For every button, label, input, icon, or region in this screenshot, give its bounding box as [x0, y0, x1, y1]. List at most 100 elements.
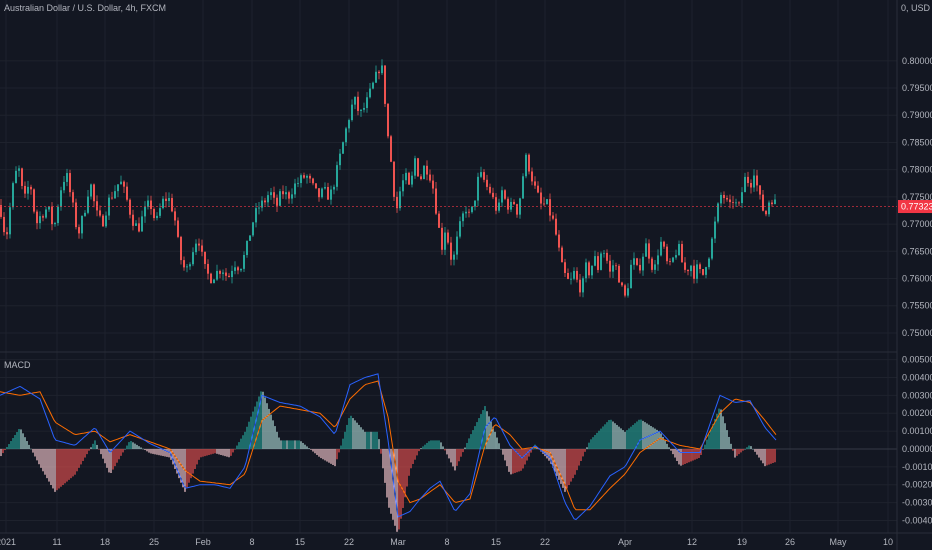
candle-body	[495, 197, 497, 211]
candle-body	[87, 196, 89, 213]
candle-body	[450, 242, 452, 260]
price-tick-label: 0.80000	[902, 56, 932, 66]
histogram-bar	[64, 448, 66, 484]
histogram-bar	[110, 448, 112, 473]
candle-body	[510, 201, 512, 210]
price-tick-label: 0.78500	[902, 137, 932, 147]
candle-body	[498, 202, 500, 211]
histogram-bar	[514, 448, 516, 473]
histogram-bar	[312, 448, 314, 452]
candle-body	[18, 168, 20, 171]
histogram-bar	[18, 429, 20, 449]
histogram-bar	[326, 448, 328, 462]
histogram-bar	[588, 442, 590, 449]
histogram-bar	[348, 418, 350, 449]
price-tag	[898, 200, 932, 214]
time-axis[interactable]: 2021 11 18 25 Feb 8 15 22 Mar 8 15 22 Apr 12 19 26 May 10	[0, 537, 893, 547]
histogram-bar	[12, 438, 14, 449]
histogram-bar	[496, 437, 498, 449]
histogram-bar	[680, 448, 682, 466]
candle-body	[648, 243, 650, 259]
histogram-bar	[188, 448, 190, 483]
histogram-bar	[732, 448, 734, 451]
histogram-bar	[204, 448, 206, 457]
histogram-bar	[162, 448, 164, 457]
histogram-bar	[390, 448, 392, 514]
candle-body	[576, 270, 578, 280]
histogram-bar	[712, 424, 714, 449]
histogram-bar	[118, 448, 120, 460]
histogram-bar	[606, 422, 608, 449]
candle-body	[138, 223, 140, 232]
histogram-bar	[482, 410, 484, 449]
candle-body	[369, 88, 371, 98]
histogram-bar	[44, 448, 46, 475]
candle-body	[729, 199, 731, 203]
histogram-bar	[86, 448, 88, 455]
histogram-bar	[620, 428, 622, 449]
candle-body	[0, 205, 2, 217]
histogram-bar	[2, 448, 4, 454]
histogram-bar	[548, 448, 550, 461]
candle-body	[678, 244, 680, 256]
macd-tick-label: 0.00400	[902, 372, 932, 382]
histogram-bar	[152, 448, 154, 454]
histogram-bar	[386, 448, 388, 498]
histogram-bar	[438, 440, 440, 449]
histogram-bar	[374, 431, 376, 449]
histogram-bar	[174, 448, 176, 469]
histogram-bar	[130, 441, 132, 449]
candle-body	[69, 173, 71, 193]
histogram-bar	[350, 415, 352, 449]
macd-axis[interactable]: -0.00400 -0.00300 -0.00200 -0.00100 0.00000 0…	[902, 355, 932, 526]
histogram-bar	[264, 397, 266, 449]
histogram-bar	[54, 448, 56, 492]
histogram-bar	[66, 448, 68, 482]
time-tick-label: Feb	[195, 537, 211, 547]
candle-body	[633, 258, 635, 265]
candle-body	[708, 258, 710, 268]
histogram-bar	[636, 421, 638, 449]
histogram-bar	[178, 448, 180, 479]
histogram-bar	[628, 428, 630, 449]
histogram-bar	[486, 411, 488, 449]
histogram-bar	[688, 448, 690, 463]
histogram-bar	[382, 448, 384, 469]
candle-body	[273, 192, 275, 198]
histogram-bar	[698, 448, 700, 458]
candle-body	[432, 180, 434, 189]
histogram-bar	[560, 448, 562, 484]
histogram-bar	[742, 448, 744, 451]
histogram-bar	[328, 448, 330, 463]
candle-body	[741, 192, 743, 204]
histogram-bar	[186, 448, 188, 488]
histogram-bar	[450, 448, 452, 463]
histogram-bar	[396, 448, 398, 532]
histogram-bar	[156, 448, 158, 455]
histogram-bar	[330, 448, 332, 464]
candle-body	[228, 275, 230, 278]
histogram-bar	[24, 437, 26, 449]
candle-body	[321, 188, 323, 198]
histogram-bar	[76, 448, 78, 472]
candle-body	[24, 185, 26, 194]
time-tick-label: 22	[344, 537, 354, 547]
histogram-bar	[610, 419, 612, 449]
candle-body	[258, 207, 260, 209]
candle-body	[624, 285, 626, 296]
candle-body	[264, 200, 266, 203]
candle-body	[627, 288, 629, 296]
candle-body	[438, 213, 440, 228]
candle-body	[423, 165, 425, 180]
histogram-bar	[646, 423, 648, 449]
candle-body	[252, 222, 254, 236]
macd-tick-label: 0.00100	[902, 426, 932, 436]
candle-body	[606, 252, 608, 261]
candle-body	[183, 260, 185, 268]
histogram-bar	[654, 428, 656, 449]
candle-body	[207, 263, 209, 274]
price-axis[interactable]: 0.75000 0.75500 0.76000 0.76500 0.77000 0.775…	[902, 56, 932, 338]
histogram-bar	[518, 448, 520, 472]
